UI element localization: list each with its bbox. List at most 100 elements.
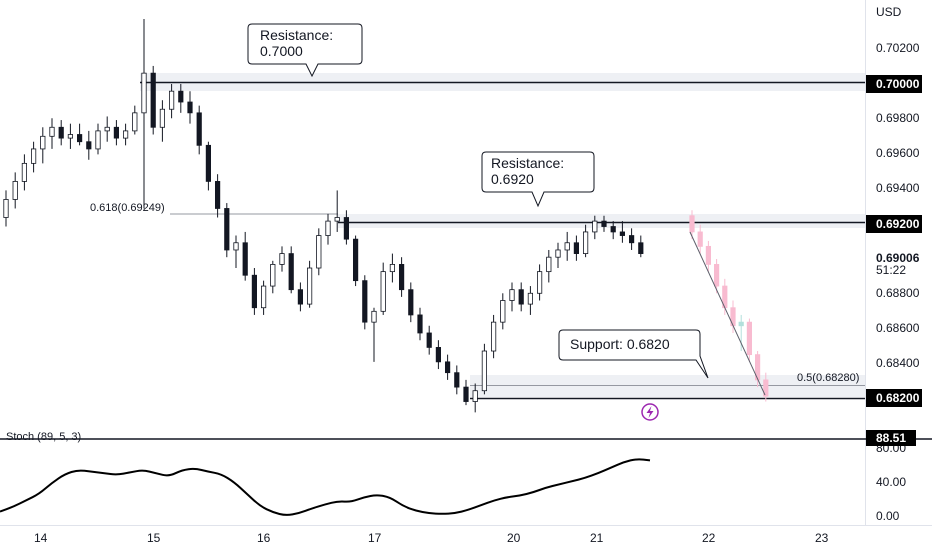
candle[interactable] [260,285,267,309]
resistance-high-callout[interactable]: Resistance: 0.7000 [247,23,363,78]
candle[interactable] [123,130,129,139]
candle[interactable] [12,181,18,200]
candle[interactable] [30,148,37,164]
candle[interactable] [113,126,119,139]
projection-candle[interactable] [738,321,744,327]
candle[interactable] [104,126,110,132]
candle[interactable] [132,112,138,132]
time-tick: 14 [34,531,48,545]
candle[interactable] [40,135,46,150]
price-tick: 0.69600 [876,146,920,160]
time-tick: 23 [815,531,829,545]
candle[interactable] [95,130,101,150]
projection-candle[interactable] [714,264,720,287]
candle[interactable] [481,350,488,392]
resistance-high-label-line2: 0.7000 [260,43,303,59]
candle[interactable] [306,267,313,305]
stoch-value-badge: 88.51 [866,430,916,446]
candle[interactable] [288,253,294,291]
price-tick: 0.68800 [876,286,920,300]
candle[interactable] [196,112,202,146]
candle[interactable] [444,361,451,374]
candle[interactable] [343,217,350,240]
candle[interactable] [3,199,9,218]
candle[interactable] [518,289,524,305]
candle[interactable] [49,126,55,137]
candle[interactable] [77,134,83,143]
resistance-mid-callout[interactable]: Resistance: 0.6920 [481,151,595,208]
fib-618-label: 0.618(0.69249) [90,202,165,214]
candle[interactable] [509,289,515,301]
price-badge-support: 0.68200 [866,389,922,407]
candle[interactable] [592,220,598,233]
candle[interactable] [500,300,506,323]
price-scale[interactable]: USD 0.70200 0.69800 0.69600 0.69400 0.68… [866,5,922,523]
projection-candle[interactable] [746,321,753,356]
candle[interactable] [546,256,552,273]
candle[interactable] [629,235,635,244]
candle[interactable] [573,242,580,254]
candle[interactable] [279,253,285,265]
candle[interactable] [583,231,589,254]
time-tick: 15 [147,531,161,545]
candle[interactable] [435,347,442,363]
projection-candle[interactable] [689,215,695,233]
candle[interactable] [555,249,561,258]
candle[interactable] [371,310,377,323]
candle[interactable] [352,238,359,282]
candle[interactable] [334,217,340,222]
candle[interactable] [214,181,221,209]
candle[interactable] [141,72,147,114]
candle[interactable] [21,162,28,182]
candle[interactable] [168,90,175,110]
candle[interactable] [454,372,460,388]
candle[interactable] [242,242,248,276]
candle[interactable] [527,292,534,305]
stoch-line[interactable] [0,458,651,516]
candle[interactable] [187,101,193,114]
candle[interactable] [490,321,497,352]
candle[interactable] [233,242,239,251]
candle[interactable] [408,289,414,316]
candle[interactable] [426,332,432,348]
candle[interactable] [537,271,543,294]
candle[interactable] [601,220,607,227]
candle[interactable] [178,90,184,103]
time-tick: 22 [702,531,716,545]
candle[interactable] [86,141,92,150]
projection-candle[interactable] [697,231,703,247]
candle[interactable] [398,264,405,291]
candle[interactable] [619,231,626,236]
candle[interactable] [472,390,478,402]
candle[interactable] [224,208,230,251]
candle[interactable] [564,242,570,251]
candle[interactable] [380,271,386,312]
projection-candle[interactable] [705,245,712,265]
lightning-icon[interactable] [641,403,659,421]
candle[interactable] [251,274,257,309]
support-callout[interactable]: Support: 0.6820 [558,329,709,379]
candle[interactable] [159,108,165,128]
candle[interactable] [610,226,616,233]
time-tick: 21 [590,531,604,545]
resistance-mid-label-line2: 0.6920 [491,171,534,187]
candle[interactable] [205,144,211,182]
bar-countdown: 51:22 [876,263,906,277]
candle[interactable] [58,126,64,139]
candle[interactable] [463,386,469,402]
candle[interactable] [270,264,276,287]
candle[interactable] [638,242,644,254]
candle[interactable] [389,264,396,273]
candle[interactable] [150,72,156,128]
candle[interactable] [297,289,304,305]
time-axis[interactable]: 14 15 16 17 20 21 22 23 [34,531,829,545]
price-tick: 0.69400 [876,181,920,195]
candle[interactable] [316,235,322,269]
candle[interactable] [325,220,331,236]
projection-trendline[interactable] [689,231,766,396]
candle[interactable] [67,134,73,139]
candle[interactable] [417,314,423,334]
projection-candle[interactable] [763,379,769,397]
candle[interactable] [362,280,368,323]
